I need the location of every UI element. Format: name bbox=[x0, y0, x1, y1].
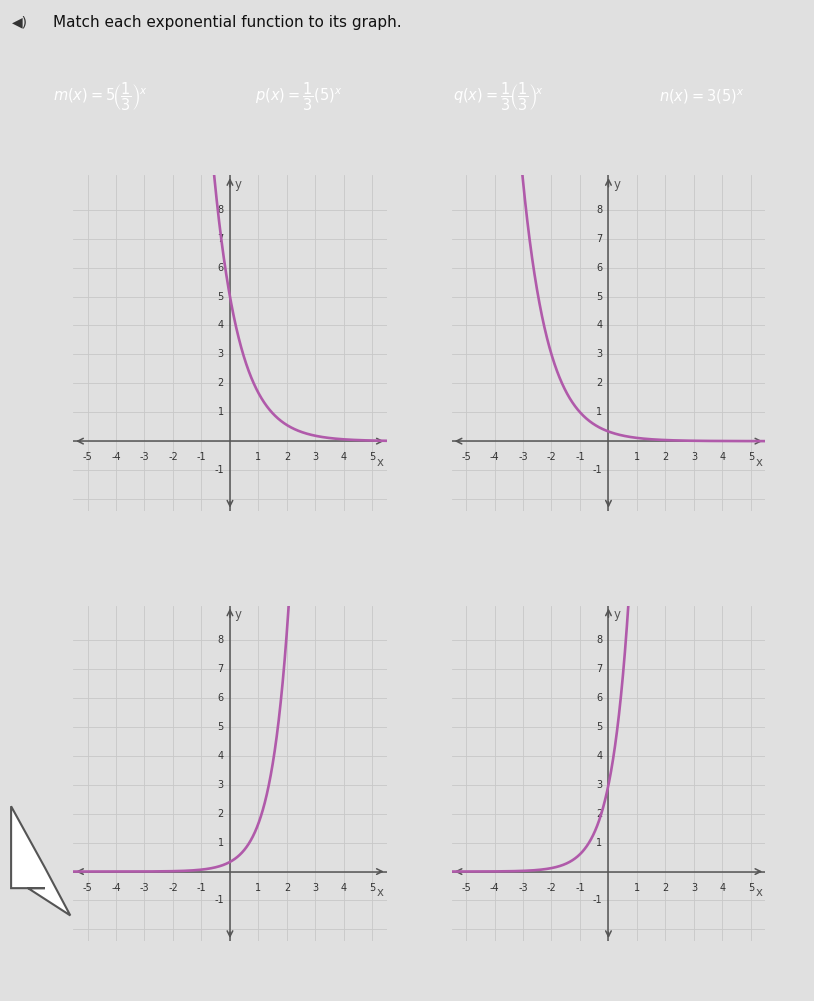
Text: 3: 3 bbox=[691, 883, 697, 893]
Text: $p(x) = \dfrac{1}{3}(5)^x$: $p(x) = \dfrac{1}{3}(5)^x$ bbox=[256, 81, 343, 113]
Text: -5: -5 bbox=[462, 452, 470, 462]
Text: x: x bbox=[755, 886, 762, 899]
Text: 2: 2 bbox=[217, 378, 224, 388]
Text: 4: 4 bbox=[217, 320, 224, 330]
Text: 5: 5 bbox=[217, 291, 224, 301]
Text: 1: 1 bbox=[256, 452, 261, 462]
Text: -3: -3 bbox=[140, 883, 149, 893]
Text: -4: -4 bbox=[490, 452, 499, 462]
Text: x: x bbox=[755, 455, 762, 468]
Text: 6: 6 bbox=[596, 262, 602, 272]
Text: 4: 4 bbox=[341, 452, 347, 462]
Text: 4: 4 bbox=[720, 452, 725, 462]
Text: -1: -1 bbox=[593, 896, 602, 906]
Text: -5: -5 bbox=[83, 452, 92, 462]
Text: -3: -3 bbox=[140, 452, 149, 462]
Text: -2: -2 bbox=[168, 883, 177, 893]
Text: -1: -1 bbox=[214, 896, 224, 906]
Text: 7: 7 bbox=[217, 234, 224, 244]
Text: 1: 1 bbox=[634, 452, 640, 462]
Text: 4: 4 bbox=[217, 751, 224, 761]
Text: x: x bbox=[377, 886, 384, 899]
Text: -5: -5 bbox=[83, 883, 92, 893]
Text: 2: 2 bbox=[596, 809, 602, 819]
Text: 4: 4 bbox=[341, 883, 347, 893]
Text: -1: -1 bbox=[593, 465, 602, 475]
Text: 8: 8 bbox=[217, 636, 224, 646]
Text: 6: 6 bbox=[596, 693, 602, 703]
Text: 1: 1 bbox=[256, 883, 261, 893]
Text: 5: 5 bbox=[370, 452, 375, 462]
Text: 7: 7 bbox=[596, 234, 602, 244]
Text: 1: 1 bbox=[596, 838, 602, 848]
Text: 2: 2 bbox=[217, 809, 224, 819]
Text: 3: 3 bbox=[313, 883, 318, 893]
Text: 8: 8 bbox=[217, 205, 224, 215]
Text: -1: -1 bbox=[197, 452, 206, 462]
Text: 2: 2 bbox=[663, 883, 668, 893]
Text: -2: -2 bbox=[547, 883, 556, 893]
Text: -1: -1 bbox=[214, 465, 224, 475]
Text: y: y bbox=[235, 178, 242, 191]
Text: 5: 5 bbox=[596, 722, 602, 732]
Text: -1: -1 bbox=[575, 883, 584, 893]
Text: 5: 5 bbox=[748, 452, 754, 462]
Text: -5: -5 bbox=[462, 883, 470, 893]
Text: 2: 2 bbox=[284, 452, 290, 462]
Text: $n(x) = 3(5)^x$: $n(x) = 3(5)^x$ bbox=[659, 88, 745, 106]
Text: ◀): ◀) bbox=[12, 16, 28, 29]
Text: 5: 5 bbox=[370, 883, 375, 893]
Text: 6: 6 bbox=[217, 262, 224, 272]
Text: 8: 8 bbox=[596, 636, 602, 646]
Text: 1: 1 bbox=[217, 838, 224, 848]
Text: Match each exponential function to its graph.: Match each exponential function to its g… bbox=[53, 15, 401, 30]
Text: $q(x) = \dfrac{1}{3}\!\left(\dfrac{1}{3}\right)^{\!x}$: $q(x) = \dfrac{1}{3}\!\left(\dfrac{1}{3}… bbox=[453, 81, 544, 113]
Text: 1: 1 bbox=[217, 407, 224, 417]
Text: 3: 3 bbox=[217, 349, 224, 359]
Text: -4: -4 bbox=[112, 452, 120, 462]
Text: -2: -2 bbox=[547, 452, 556, 462]
Text: -4: -4 bbox=[112, 883, 120, 893]
Text: 7: 7 bbox=[596, 665, 602, 675]
Text: 3: 3 bbox=[313, 452, 318, 462]
Text: $m(x) = 5\!\left(\dfrac{1}{3}\right)^{\!x}$: $m(x) = 5\!\left(\dfrac{1}{3}\right)^{\!… bbox=[53, 81, 147, 113]
Text: 3: 3 bbox=[596, 349, 602, 359]
Text: -1: -1 bbox=[197, 883, 206, 893]
Text: 4: 4 bbox=[596, 320, 602, 330]
Text: 2: 2 bbox=[663, 452, 668, 462]
Text: y: y bbox=[614, 178, 620, 191]
Text: y: y bbox=[235, 609, 242, 622]
Text: -1: -1 bbox=[575, 452, 584, 462]
Text: y: y bbox=[614, 609, 620, 622]
Text: 4: 4 bbox=[596, 751, 602, 761]
Text: 3: 3 bbox=[217, 780, 224, 790]
Text: 3: 3 bbox=[596, 780, 602, 790]
Text: 5: 5 bbox=[748, 883, 754, 893]
Text: 4: 4 bbox=[720, 883, 725, 893]
Text: 6: 6 bbox=[217, 693, 224, 703]
Text: -2: -2 bbox=[168, 452, 177, 462]
Text: 2: 2 bbox=[284, 883, 290, 893]
Polygon shape bbox=[11, 806, 70, 916]
Text: 1: 1 bbox=[596, 407, 602, 417]
Text: 3: 3 bbox=[691, 452, 697, 462]
Text: 8: 8 bbox=[596, 205, 602, 215]
Text: 2: 2 bbox=[596, 378, 602, 388]
Text: x: x bbox=[377, 455, 384, 468]
Text: 5: 5 bbox=[217, 722, 224, 732]
Text: 1: 1 bbox=[634, 883, 640, 893]
Text: -3: -3 bbox=[519, 452, 527, 462]
Text: 7: 7 bbox=[217, 665, 224, 675]
Text: -4: -4 bbox=[490, 883, 499, 893]
Text: 5: 5 bbox=[596, 291, 602, 301]
Text: -3: -3 bbox=[519, 883, 527, 893]
